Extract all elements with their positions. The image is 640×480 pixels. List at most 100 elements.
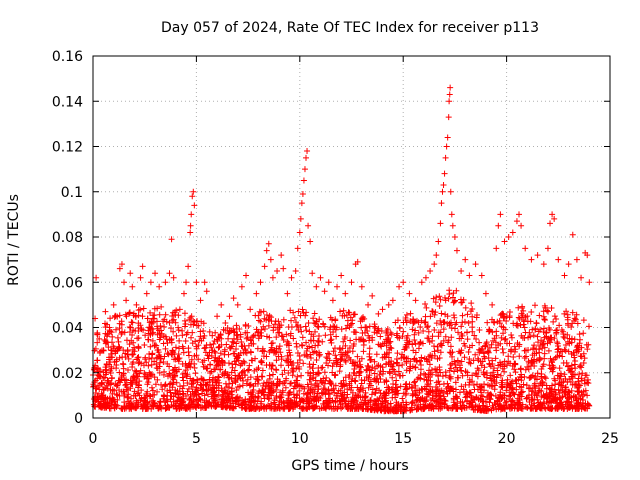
cloud-point <box>126 400 133 407</box>
cloud-point <box>342 358 349 365</box>
cloud-point <box>276 398 283 405</box>
cloud-point <box>109 374 116 381</box>
cloud-point <box>400 406 407 413</box>
cloud-point <box>189 388 196 395</box>
cloud-point <box>167 389 174 396</box>
cloud-point <box>473 336 480 343</box>
cloud-point <box>472 351 479 358</box>
cloud-point <box>568 387 575 394</box>
cloud-point <box>570 371 577 378</box>
cloud-point <box>102 384 109 391</box>
cloud-point <box>469 318 476 325</box>
cloud-point <box>333 355 340 362</box>
cloud-point <box>215 373 222 380</box>
cloud-point <box>558 327 565 334</box>
cloud-point <box>524 363 531 370</box>
cloud-point <box>438 310 445 317</box>
cloud-point <box>334 359 341 366</box>
cloud-point <box>438 400 445 407</box>
cloud-point <box>542 405 549 412</box>
cloud-point <box>520 381 527 388</box>
cloud-point <box>467 308 474 315</box>
cloud-point <box>207 361 214 368</box>
cloud-point <box>547 355 554 362</box>
cloud-point <box>111 404 118 411</box>
cloud-point <box>336 397 343 404</box>
cloud-point <box>508 334 515 341</box>
cloud-point <box>172 319 179 326</box>
data-point <box>139 263 146 270</box>
cloud-point <box>217 366 224 373</box>
cloud-point <box>107 386 114 393</box>
cloud-point <box>356 358 363 365</box>
cloud-point <box>554 346 561 353</box>
cloud-point <box>574 384 581 391</box>
cloud-point <box>456 364 463 371</box>
cloud-point <box>181 317 188 324</box>
cloud-point <box>185 352 192 359</box>
cloud-point <box>545 405 552 412</box>
cloud-point <box>417 375 424 382</box>
cloud-point <box>116 392 123 399</box>
cloud-point <box>311 319 318 326</box>
cloud-point <box>162 402 169 409</box>
cloud-point <box>536 349 543 356</box>
cloud-point <box>393 377 400 384</box>
cloud-point <box>200 381 207 388</box>
cloud-point <box>524 313 531 320</box>
cloud-point <box>411 331 418 338</box>
cloud-point <box>323 374 330 381</box>
cloud-point <box>290 385 297 392</box>
cloud-point <box>499 345 506 352</box>
cloud-point <box>104 321 111 328</box>
cloud-point <box>210 341 217 348</box>
cloud-point <box>469 324 476 331</box>
cloud-point <box>197 328 204 335</box>
cloud-point <box>269 339 276 346</box>
cloud-point <box>221 346 228 353</box>
data-point <box>267 256 274 263</box>
cloud-point <box>193 352 200 359</box>
cloud-point <box>173 368 180 375</box>
cloud-point <box>353 394 360 401</box>
cloud-point <box>200 335 207 342</box>
cloud-point <box>124 346 131 353</box>
cloud-point <box>464 311 471 318</box>
cloud-point <box>118 331 125 338</box>
cloud-point <box>226 374 233 381</box>
cloud-point <box>496 317 503 324</box>
data-point <box>439 188 446 195</box>
y-axis-label: ROTI / TECUs <box>6 194 22 286</box>
cloud-point <box>268 400 275 407</box>
cloud-point <box>188 383 195 390</box>
cloud-point <box>222 327 229 334</box>
cloud-point <box>101 374 108 381</box>
cloud-point <box>266 334 273 341</box>
data-point <box>505 234 512 240</box>
cloud-point <box>432 309 439 316</box>
cloud-point <box>212 366 219 373</box>
cloud-point <box>311 397 318 404</box>
cloud-point <box>263 311 270 318</box>
cloud-point <box>546 384 553 391</box>
cloud-point <box>325 386 332 393</box>
cloud-point <box>156 359 163 366</box>
cloud-point <box>326 398 333 405</box>
cloud-point <box>502 406 509 413</box>
cloud-point <box>330 323 337 330</box>
cloud-point <box>486 360 493 367</box>
cloud-point <box>98 404 105 411</box>
cloud-point <box>164 392 171 399</box>
cloud-point <box>248 340 255 347</box>
cloud-point <box>429 388 436 395</box>
cloud-point <box>465 348 472 355</box>
cloud-point <box>554 339 561 346</box>
cloud-point <box>541 350 548 357</box>
cloud-point <box>379 398 386 405</box>
cloud-point <box>142 332 149 339</box>
cloud-point <box>188 356 195 363</box>
cloud-point <box>172 311 179 318</box>
cloud-point <box>193 343 200 350</box>
cloud-point <box>128 319 135 326</box>
cloud-point <box>528 373 535 380</box>
